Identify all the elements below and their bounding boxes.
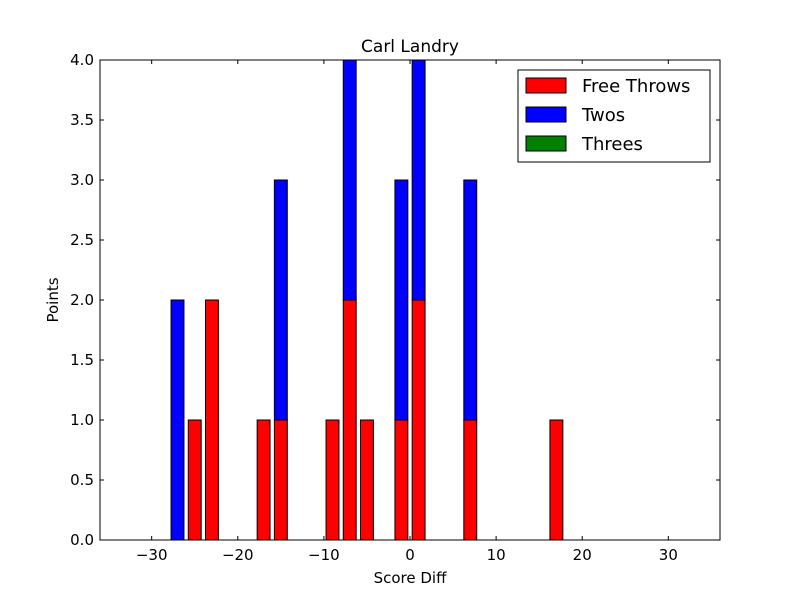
y-axis-label: Points xyxy=(44,277,62,322)
x-axis-label: Score Diff xyxy=(374,569,447,587)
legend-label: Twos xyxy=(581,105,625,126)
x-tick-label: −30 xyxy=(136,546,168,564)
x-tick-label: 30 xyxy=(659,546,678,564)
bar-twos xyxy=(273,179,288,421)
y-tick-label: 2.0 xyxy=(70,291,94,309)
y-tick-label: 2.5 xyxy=(70,231,94,249)
x-axis-ticks: −30 −20 −10 0 10 20 30 xyxy=(136,60,678,564)
bar-free-throws xyxy=(187,419,202,541)
x-tick-label: −20 xyxy=(222,546,254,564)
bar-twos xyxy=(342,59,357,301)
x-tick-label: 20 xyxy=(573,546,592,564)
y-axis-ticks: 0.0 0.5 1.0 1.5 2.0 2.5 3.0 3.5 4.0 xyxy=(70,51,720,549)
chart-title: Carl Landry xyxy=(361,37,459,57)
y-tick-label: 4.0 xyxy=(70,51,94,69)
bar-free-throws xyxy=(325,419,340,541)
bar-free-throws xyxy=(256,419,271,541)
bar-free-throws xyxy=(463,419,478,541)
x-tick-label: 0 xyxy=(405,546,415,564)
bars-layer xyxy=(170,59,564,541)
bar-free-throws xyxy=(394,419,409,541)
bar-twos xyxy=(411,59,426,301)
bar-free-throws xyxy=(273,419,288,541)
y-tick-label: 3.0 xyxy=(70,171,94,189)
x-tick-label: −10 xyxy=(308,546,340,564)
x-tick-label: 10 xyxy=(487,546,506,564)
legend-label: Threes xyxy=(581,134,643,155)
bar-free-throws xyxy=(411,299,426,541)
legend-label: Free Throws xyxy=(582,76,690,97)
bar-free-throws xyxy=(359,419,374,541)
bar-twos xyxy=(463,179,478,421)
legend-swatch xyxy=(525,77,567,94)
legend: Free Throws Twos Threes xyxy=(517,69,711,163)
bar-free-throws xyxy=(204,299,219,541)
legend-swatch xyxy=(525,106,567,123)
y-tick-label: 3.5 xyxy=(70,111,94,129)
y-tick-label: 0.0 xyxy=(70,531,94,549)
y-tick-label: 0.5 xyxy=(70,471,94,489)
bar-free-throws xyxy=(549,419,564,541)
bar-twos xyxy=(170,299,185,541)
bar-free-throws xyxy=(342,299,357,541)
legend-swatch xyxy=(525,135,567,152)
y-tick-label: 1.5 xyxy=(70,351,94,369)
y-tick-label: 1.0 xyxy=(70,411,94,429)
bar-twos xyxy=(394,179,409,421)
